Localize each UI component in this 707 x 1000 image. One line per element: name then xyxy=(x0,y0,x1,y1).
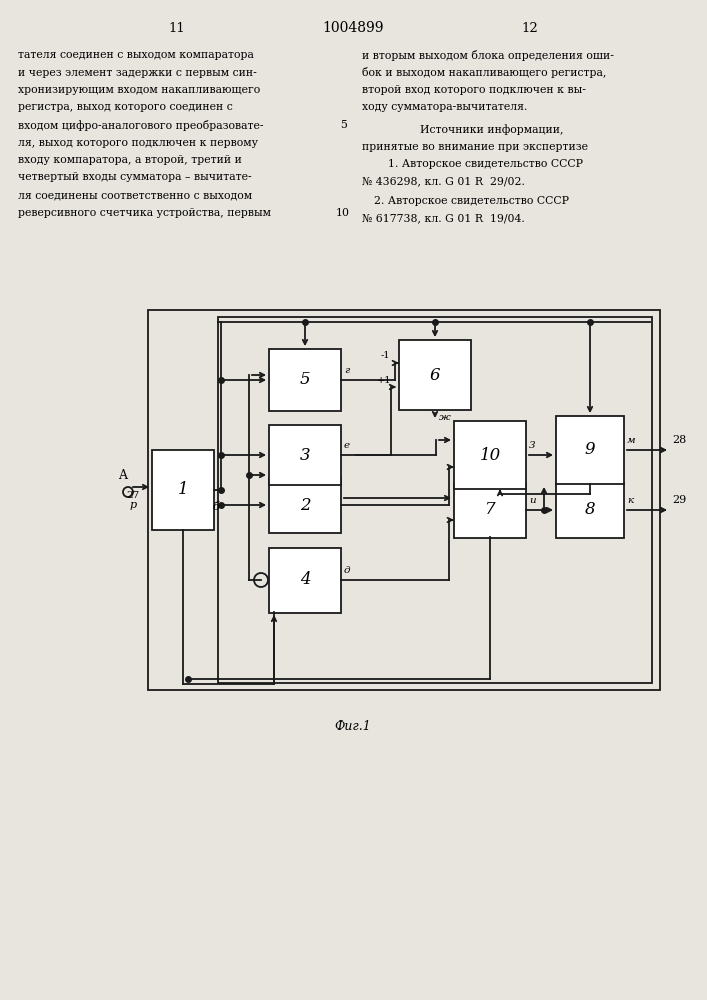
Text: 1. Авторское свидетельство СССР: 1. Авторское свидетельство СССР xyxy=(388,159,583,169)
Text: 2. Авторское свидетельство СССР: 2. Авторское свидетельство СССР xyxy=(374,196,569,206)
Bar xyxy=(556,483,624,538)
Text: 3: 3 xyxy=(300,446,310,464)
Text: 1004899: 1004899 xyxy=(322,21,384,35)
Bar xyxy=(269,349,341,411)
Text: 27: 27 xyxy=(126,491,139,500)
Text: 1: 1 xyxy=(177,482,188,498)
Text: б: б xyxy=(212,502,219,512)
Text: Фиг.1: Фиг.1 xyxy=(334,720,371,733)
Bar xyxy=(454,483,526,538)
Bar xyxy=(269,478,341,532)
Text: входом цифро-аналогового преобразовате-: входом цифро-аналогового преобразовате- xyxy=(18,120,264,131)
Text: 12: 12 xyxy=(522,21,538,34)
Text: 3: 3 xyxy=(529,441,536,450)
Bar xyxy=(454,421,526,489)
Bar xyxy=(269,548,341,612)
Text: 6: 6 xyxy=(430,366,440,383)
Text: 8: 8 xyxy=(585,502,595,518)
Bar xyxy=(148,310,660,690)
Bar xyxy=(556,416,624,484)
Text: Источники информации,: Источники информации, xyxy=(420,124,563,135)
Text: м: м xyxy=(627,436,636,445)
Text: ля соединены соответственно с выходом: ля соединены соответственно с выходом xyxy=(18,190,252,200)
Text: р: р xyxy=(130,500,137,510)
Text: № 617738, кл. G 01 R  19/04.: № 617738, кл. G 01 R 19/04. xyxy=(362,214,525,224)
Text: к: к xyxy=(627,496,633,505)
Text: реверсивного счетчика устройства, первым: реверсивного счетчика устройства, первым xyxy=(18,208,271,218)
Text: 5: 5 xyxy=(340,120,347,130)
Bar xyxy=(269,425,341,485)
Text: 2: 2 xyxy=(300,496,310,514)
Text: е: е xyxy=(344,441,350,450)
Text: входу компаратора, а второй, третий и: входу компаратора, а второй, третий и xyxy=(18,155,242,165)
Text: бок и выходом накапливающего регистра,: бок и выходом накапливающего регистра, xyxy=(362,68,607,79)
Text: и вторым выходом блока определения оши-: и вторым выходом блока определения оши- xyxy=(362,50,614,61)
Text: № 436298, кл. G 01 R  29/02.: № 436298, кл. G 01 R 29/02. xyxy=(362,176,525,186)
Text: ходу сумматора-вычитателя.: ходу сумматора-вычитателя. xyxy=(362,103,527,112)
Bar xyxy=(218,317,652,683)
Text: 11: 11 xyxy=(169,21,185,34)
Text: ж: ж xyxy=(439,413,451,422)
Text: 9: 9 xyxy=(585,442,595,458)
Bar xyxy=(152,450,214,530)
Text: 5: 5 xyxy=(300,371,310,388)
Text: второй вход которого подключен к вы-: второй вход которого подключен к вы- xyxy=(362,85,586,95)
Text: регистра, выход которого соединен с: регистра, выход которого соединен с xyxy=(18,103,233,112)
Text: тателя соединен с выходом компаратора: тателя соединен с выходом компаратора xyxy=(18,50,254,60)
Text: д: д xyxy=(344,566,351,575)
Text: 4: 4 xyxy=(300,572,310,588)
Text: и: и xyxy=(529,496,536,505)
Text: 28: 28 xyxy=(672,435,686,445)
Text: принятые во внимание при экспертизе: принятые во внимание при экспертизе xyxy=(362,141,588,151)
Text: -1: -1 xyxy=(381,351,390,360)
Text: 10: 10 xyxy=(336,208,350,218)
Text: четвертый входы сумматора – вычитате-: четвертый входы сумматора – вычитате- xyxy=(18,172,252,182)
Bar xyxy=(399,340,471,410)
Text: +1: +1 xyxy=(377,376,392,385)
Text: 7: 7 xyxy=(485,502,496,518)
Text: г: г xyxy=(344,366,349,375)
Text: хронизирующим входом накапливающего: хронизирующим входом накапливающего xyxy=(18,85,260,95)
Text: и через элемент задержки с первым син-: и через элемент задержки с первым син- xyxy=(18,68,257,78)
Text: ля, выход которого подключен к первому: ля, выход которого подключен к первому xyxy=(18,137,258,147)
Text: 29: 29 xyxy=(672,495,686,505)
Text: A: A xyxy=(118,469,127,482)
Text: 10: 10 xyxy=(479,446,501,464)
